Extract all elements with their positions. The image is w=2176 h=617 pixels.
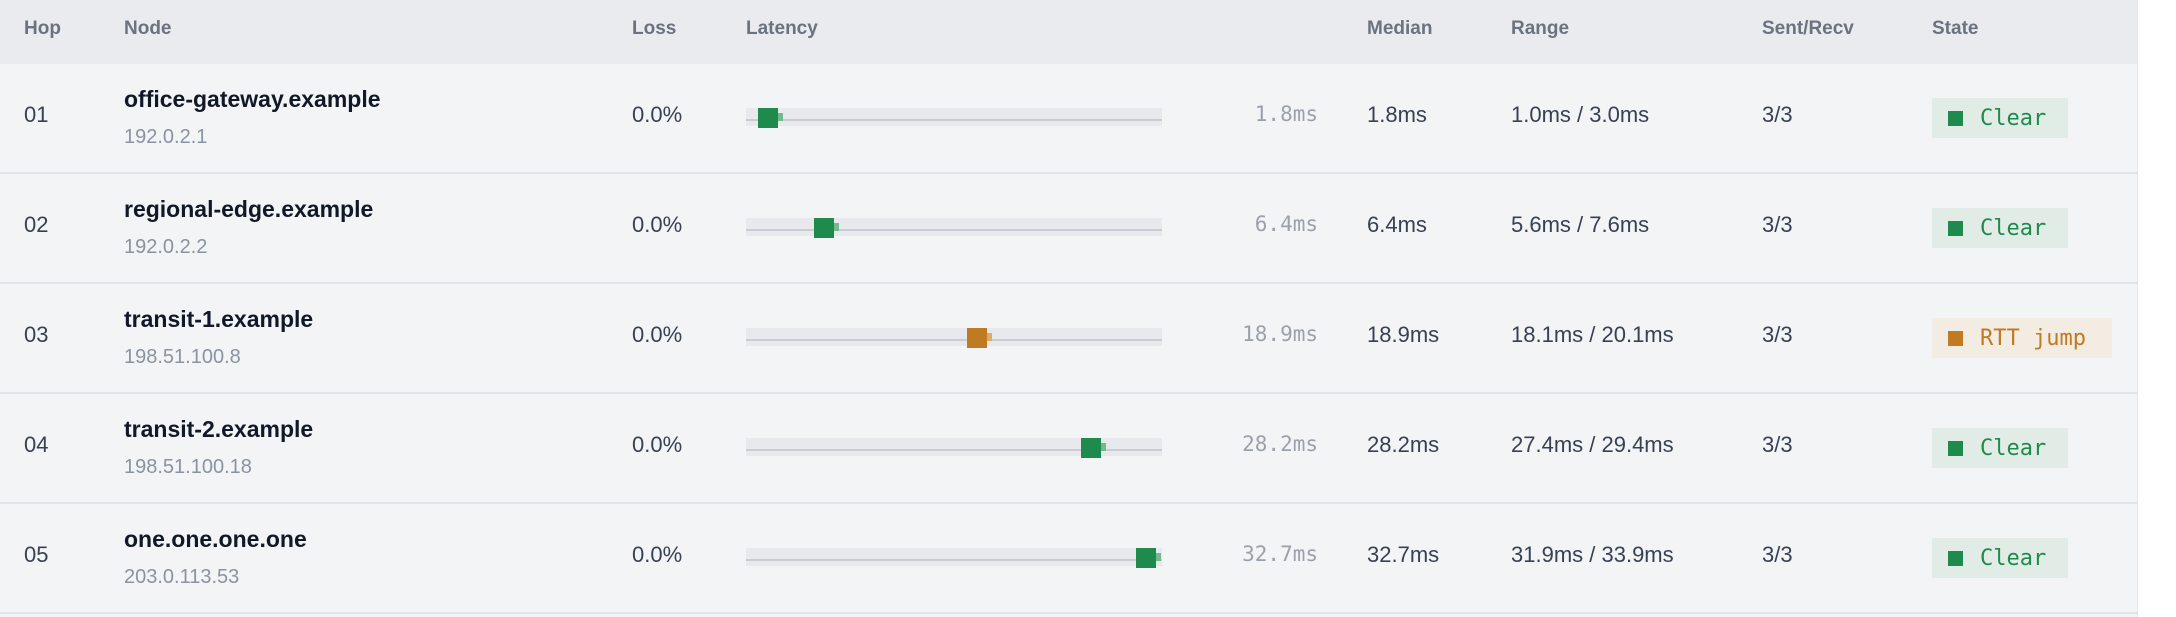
state-badge: Clear bbox=[1932, 98, 2068, 138]
state-badge: RTT jump bbox=[1932, 318, 2112, 358]
latency-bar bbox=[746, 328, 1162, 348]
latency-marker bbox=[814, 218, 835, 238]
latency-bar-baseline bbox=[746, 119, 1162, 121]
hop-number: 03 bbox=[24, 322, 49, 347]
packet-loss: 0.0% bbox=[632, 542, 683, 567]
sent-recv-count: 3/3 bbox=[1762, 212, 1793, 237]
median-latency: 18.9ms bbox=[1367, 322, 1440, 347]
packet-loss: 0.0% bbox=[632, 212, 683, 237]
hop-number: 01 bbox=[24, 102, 49, 127]
latency-marker bbox=[967, 328, 988, 348]
median-latency: 1.8ms bbox=[1367, 102, 1427, 127]
hop-number: 05 bbox=[24, 542, 49, 567]
column-header-median[interactable]: Median bbox=[1367, 18, 1433, 39]
latency-bar bbox=[746, 438, 1162, 458]
column-header-hop[interactable]: Hop bbox=[24, 18, 61, 39]
median-latency: 6.4ms bbox=[1367, 212, 1427, 237]
status-square-icon bbox=[1948, 330, 1963, 346]
column-header-sent-recv[interactable]: Sent/Recv bbox=[1762, 18, 1854, 39]
latency-marker bbox=[1081, 438, 1102, 458]
column-header-loss[interactable]: Loss bbox=[632, 18, 677, 39]
state-label: Clear bbox=[1980, 435, 2047, 461]
latency-value: 1.8ms bbox=[1254, 102, 1318, 126]
latency-value: 6.4ms bbox=[1254, 212, 1318, 236]
latency-value: 32.7ms bbox=[1242, 542, 1318, 566]
node-hostname: transit-2.example bbox=[124, 416, 314, 442]
packet-loss: 0.0% bbox=[632, 102, 683, 127]
node-ip-address: 203.0.113.53 bbox=[124, 566, 240, 588]
state-label: Clear bbox=[1980, 105, 2047, 131]
node-hostname: one.one.one.one bbox=[124, 526, 307, 552]
table-row[interactable]: 05 one.one.one.one 203.0.113.53 0.0% 32.7ms 3… bbox=[0, 504, 2137, 614]
table-row[interactable]: 02 regional-edge.example 192.0.2.2 0.0% 6.4m… bbox=[0, 174, 2137, 284]
latency-bar-baseline bbox=[746, 339, 1162, 341]
latency-value: 18.9ms bbox=[1242, 322, 1318, 346]
latency-range: 18.1ms / 20.1ms bbox=[1511, 322, 1674, 347]
node-ip-address: 198.51.100.18 bbox=[124, 456, 252, 478]
column-header-latency[interactable]: Latency bbox=[746, 18, 818, 39]
median-latency: 32.7ms bbox=[1367, 542, 1440, 567]
table-row[interactable]: 03 transit-1.example 198.51.100.8 0.0% 18.9m… bbox=[0, 284, 2137, 394]
sent-recv-count: 3/3 bbox=[1762, 542, 1793, 567]
node-hostname: office-gateway.example bbox=[124, 86, 381, 112]
latency-bar bbox=[746, 108, 1162, 128]
latency-value: 28.2ms bbox=[1242, 432, 1318, 456]
latency-range: 1.0ms / 3.0ms bbox=[1511, 102, 1650, 127]
table-header: Hop Node Loss Latency Median Range Sent/… bbox=[0, 0, 2137, 64]
latency-marker bbox=[1136, 548, 1157, 568]
column-header-range[interactable]: Range bbox=[1511, 18, 1570, 39]
hop-number: 02 bbox=[24, 212, 49, 237]
node-ip-address: 198.51.100.8 bbox=[124, 346, 241, 368]
table-row[interactable]: 04 transit-2.example 198.51.100.18 0.0% 28.2… bbox=[0, 394, 2137, 504]
node-ip-address: 192.0.2.2 bbox=[124, 236, 208, 258]
hop-number: 04 bbox=[24, 432, 49, 457]
latency-range: 27.4ms / 29.4ms bbox=[1511, 432, 1674, 457]
state-badge: Clear bbox=[1932, 538, 2068, 578]
packet-loss: 0.0% bbox=[632, 322, 683, 347]
state-label: RTT jump bbox=[1980, 325, 2086, 351]
column-header-state[interactable]: State bbox=[1932, 18, 1979, 39]
median-latency: 28.2ms bbox=[1367, 432, 1440, 457]
state-label: Clear bbox=[1980, 215, 2047, 241]
latency-bar bbox=[746, 218, 1162, 238]
packet-loss: 0.0% bbox=[632, 432, 683, 457]
latency-range: 5.6ms / 7.6ms bbox=[1511, 212, 1650, 237]
status-square-icon bbox=[1948, 550, 1963, 566]
status-square-icon bbox=[1948, 220, 1963, 236]
node-hostname: regional-edge.example bbox=[124, 196, 374, 222]
latency-bar-baseline bbox=[746, 559, 1162, 561]
state-badge: Clear bbox=[1932, 428, 2068, 468]
state-label: Clear bbox=[1980, 545, 2047, 571]
node-hostname: transit-1.example bbox=[124, 306, 314, 332]
latency-bar-baseline bbox=[746, 449, 1162, 451]
sent-recv-count: 3/3 bbox=[1762, 322, 1793, 347]
sent-recv-count: 3/3 bbox=[1762, 102, 1793, 127]
latency-bar bbox=[746, 548, 1162, 568]
latency-bar-baseline bbox=[746, 229, 1162, 231]
latency-range: 31.9ms / 33.9ms bbox=[1511, 542, 1674, 567]
table-row[interactable]: 01 office-gateway.example 192.0.2.1 0.0% 1.8… bbox=[0, 64, 2137, 174]
latency-marker bbox=[758, 108, 779, 128]
sent-recv-count: 3/3 bbox=[1762, 432, 1793, 457]
status-square-icon bbox=[1948, 110, 1963, 126]
scrollbar-gutter[interactable] bbox=[2137, 0, 2176, 617]
column-header-node[interactable]: Node bbox=[124, 18, 172, 39]
status-square-icon bbox=[1948, 440, 1963, 456]
state-badge: Clear bbox=[1932, 208, 2068, 248]
node-ip-address: 192.0.2.1 bbox=[124, 126, 208, 148]
